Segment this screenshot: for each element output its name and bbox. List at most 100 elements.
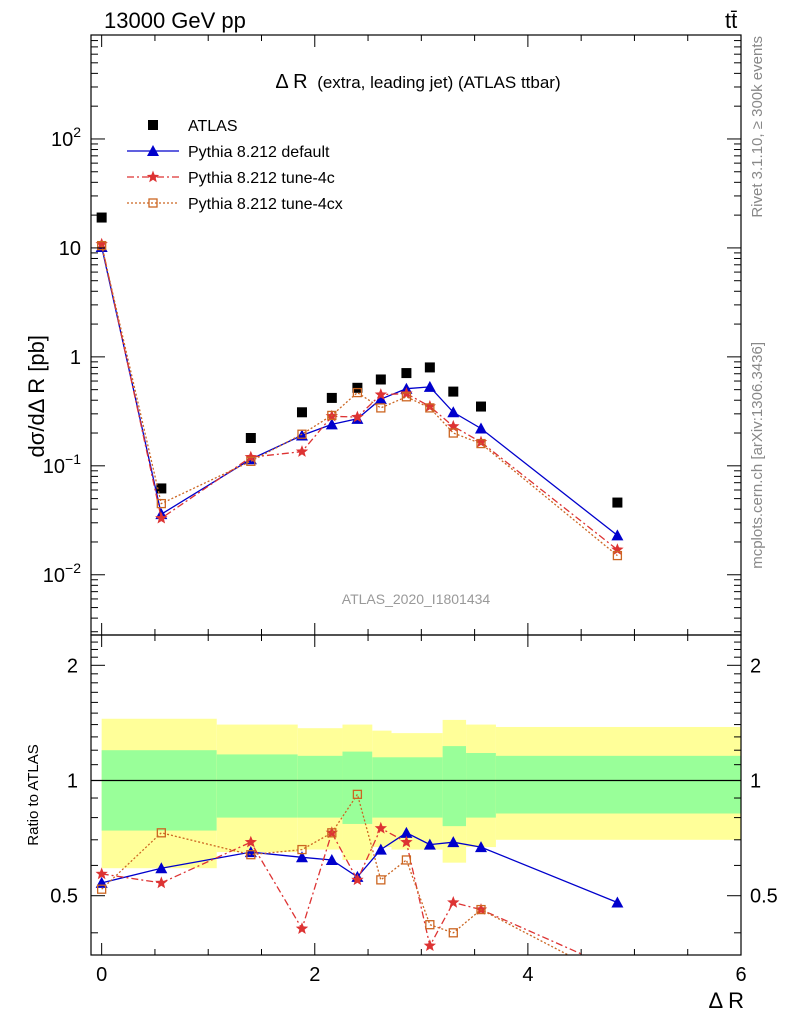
ratio-point: [401, 855, 412, 865]
data-point: [611, 529, 624, 541]
legend-label: Pythia 8.212 default: [188, 144, 330, 161]
data-point: [246, 456, 256, 466]
y-tick-label: 10: [59, 238, 81, 260]
ratio-point: [613, 977, 621, 985]
main-y-axis-label: dσ/dΔ R [pb]: [24, 335, 49, 457]
ratio-point: [400, 826, 413, 838]
ratio-point: [295, 851, 308, 863]
data-point: [425, 403, 435, 413]
data-point: [401, 392, 412, 402]
ratio-point: [447, 836, 460, 848]
data-point: [97, 240, 107, 251]
data-point: [326, 392, 337, 403]
data-point: [245, 433, 256, 444]
data-point: [156, 483, 167, 494]
y-tick-label-base: 10: [51, 129, 73, 151]
data-point: [475, 422, 487, 434]
data-point: [612, 497, 623, 508]
data-point: [424, 362, 435, 373]
data-point: [423, 400, 436, 412]
data-point: [351, 410, 364, 423]
uncertainty-band-green: [101, 750, 217, 831]
data-point: [401, 368, 412, 379]
uncertainty-band-green: [216, 754, 298, 818]
ratio-point: [448, 928, 458, 938]
y-tick-label: 10−2: [43, 560, 81, 587]
data-point: [374, 388, 387, 400]
uncertainty-band-green: [495, 755, 741, 814]
ratio-y-tick-label: 0.5: [50, 886, 78, 908]
ratio-line: [101, 832, 618, 904]
watermark: ATLAS_2020_I1801434: [342, 591, 491, 607]
data-point: [297, 429, 307, 439]
data-point: [423, 380, 436, 392]
data-point: [325, 418, 338, 430]
ratio-point: [447, 896, 460, 908]
data-point: [376, 403, 386, 413]
y-tick-label-exponent: −1: [65, 451, 81, 467]
legend-marker: [148, 120, 158, 130]
ratio-point: [246, 850, 256, 860]
plot-title: Δ R (extra, leading jet) (ATLAS ttbar): [275, 71, 560, 93]
ratio-point: [423, 838, 436, 850]
legend-marker: [147, 145, 159, 156]
ratio-point: [476, 904, 486, 915]
ratio-panel: 0 2 4 6 0.5 0.5 1 1 2 2 Ratio to ATLAS: [25, 634, 778, 986]
data-point: [447, 406, 460, 418]
process-label: tt̄: [725, 8, 737, 33]
x-tick-label: 2: [309, 964, 320, 986]
data-point: [352, 387, 363, 398]
data-point: [474, 435, 488, 448]
y-tick-label-base: 10: [43, 456, 65, 478]
series-line: [101, 245, 618, 557]
data-point: [476, 438, 486, 449]
x-tick-label: 0: [96, 964, 107, 986]
data-point: [476, 401, 486, 412]
ratio-point: [374, 843, 387, 855]
data-point: [375, 374, 386, 385]
uncertainty-band-green: [297, 755, 343, 818]
legend: ATLAS Pythia 8.212 default Pythia 8.212 tu…: [127, 118, 343, 213]
legend-label: Pythia 8.212 tune-4cx: [188, 196, 343, 213]
plot-title-rest: (extra, leading jet) (ATLAS ttbar): [317, 73, 560, 92]
y-tick-label-exponent: 2: [73, 124, 81, 140]
ratio-point: [155, 876, 168, 889]
ratio-point: [325, 853, 338, 865]
legend-label: Pythia 8.212 tune-4c: [188, 170, 335, 187]
ratio-point: [374, 821, 387, 834]
ratio-frame: [90, 634, 742, 956]
x-tick-label: 6: [735, 964, 746, 986]
x-tick-label: 4: [522, 964, 533, 986]
ratio-point: [611, 896, 624, 908]
data-point: [156, 498, 166, 509]
ratio-y-tick-label: 1: [67, 771, 78, 793]
data-point: [296, 407, 307, 418]
ratio-point: [475, 841, 487, 853]
legend-marker: [148, 198, 158, 208]
ratio-y-tick-label: 2: [67, 655, 78, 677]
side-label-version: Rivet 3.1.10, ≥ 300k events: [749, 36, 766, 218]
y-tick-label-exponent: −2: [65, 560, 81, 576]
side-label-site: mcplots.cern.ch [arXiv:1306.3436]: [749, 342, 766, 569]
ratio-point: [97, 884, 107, 894]
uncertainty-band-green: [391, 757, 443, 818]
ratio-point: [155, 862, 168, 874]
data-point: [352, 382, 363, 393]
ratio-point: [95, 867, 108, 880]
ratio-point: [423, 939, 436, 951]
ratio-point: [327, 828, 337, 838]
data-point: [295, 445, 309, 457]
ratio-point: [295, 922, 309, 934]
data-point: [327, 410, 337, 421]
ratio-point: [376, 875, 386, 885]
ratio-point: [244, 835, 257, 848]
legend-marker: [146, 170, 160, 183]
ratio-y-axis-label: Ratio to ATLAS: [25, 744, 42, 845]
uncertainty-band-green: [442, 746, 467, 827]
data-point: [611, 543, 624, 555]
legend-label: ATLAS: [188, 118, 238, 135]
uncertainty-band-green: [342, 751, 373, 824]
series-0-main: [96, 212, 623, 508]
data-point: [448, 386, 459, 397]
